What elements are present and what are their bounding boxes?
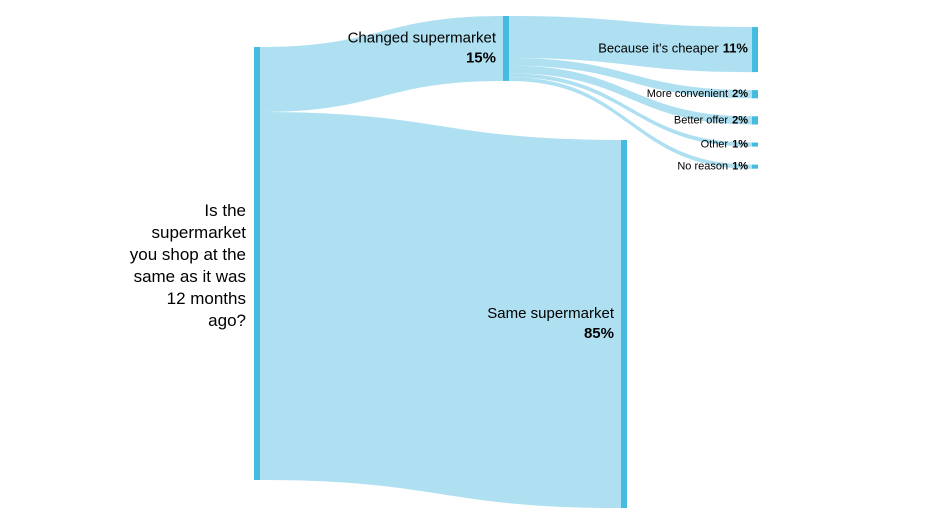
node-bar (254, 47, 260, 480)
node-bar (752, 116, 758, 125)
reason-name: Better offer (674, 114, 729, 126)
node-label: Same supermarket (487, 305, 615, 322)
flow (509, 77, 752, 169)
reason-label: More convenient 2% (647, 88, 748, 100)
flow (509, 58, 752, 99)
node-bar (752, 90, 758, 99)
flow (509, 73, 752, 147)
node-bar (752, 142, 758, 147)
reason-name: No reason (677, 161, 728, 173)
reason-label: No reason 1% (677, 161, 748, 173)
flow (260, 111, 621, 509)
flow (260, 16, 503, 112)
reason-name: More convenient (647, 88, 728, 100)
reason-name: Because it’s cheaper (598, 41, 719, 56)
node-bar (621, 140, 627, 509)
reason-label: Other 1% (701, 138, 749, 150)
reason-label: Better offer 2% (674, 114, 748, 126)
node-bar (752, 164, 758, 169)
reason-value: 1% (732, 161, 748, 173)
value-label: 85% (584, 325, 614, 342)
node-bar (752, 27, 758, 73)
value-label: 15% (466, 49, 496, 66)
node-label: Changed supermarket (348, 29, 497, 46)
flow (509, 65, 752, 125)
flow (509, 16, 752, 73)
reason-value: 2% (732, 88, 748, 100)
reason-label: Because it’s cheaper 11% (598, 41, 748, 56)
reason-value: 1% (732, 138, 748, 150)
source-label: Is the supermarket you shop at the same … (129, 201, 246, 330)
reason-value: 2% (732, 114, 748, 126)
node-bar (503, 16, 509, 81)
reason-value: 11% (723, 41, 749, 56)
reason-name: Other (701, 138, 729, 150)
